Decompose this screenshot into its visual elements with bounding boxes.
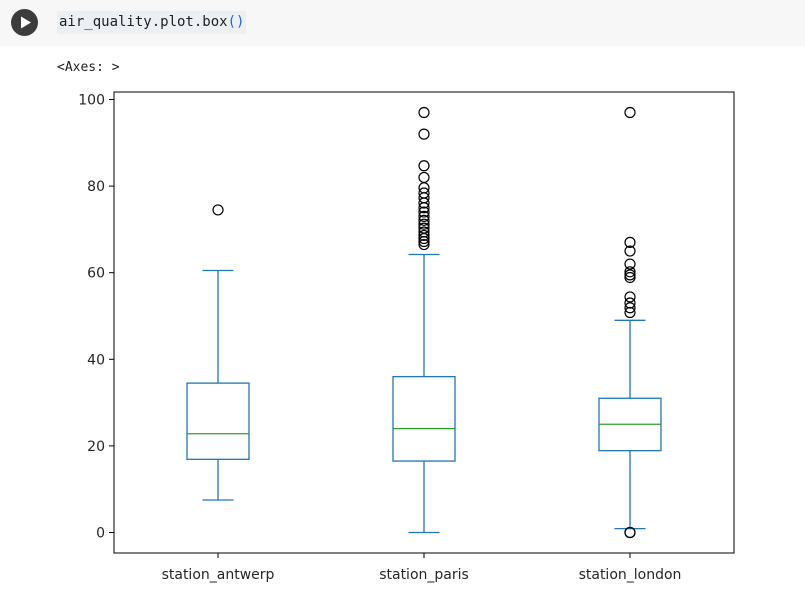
flier-point: [418, 226, 430, 238]
flier-point: [212, 204, 224, 216]
y-tick-label: 0: [96, 526, 105, 542]
flier-point: [624, 302, 636, 314]
play-icon: [21, 16, 31, 29]
output-repr: <Axes: >: [57, 60, 120, 75]
code-text: air_quality.plot.box: [59, 14, 228, 30]
flier-point: [624, 271, 636, 284]
box-group-station_paris: [392, 106, 456, 534]
run-cell-button[interactable]: [11, 9, 38, 36]
x-axis: station_antwerp station_paris station_lond…: [162, 553, 682, 583]
flier-point: [418, 106, 430, 119]
x-tick-label: station_paris: [379, 567, 469, 583]
iqr-box: [392, 375, 456, 462]
code-cell: air_quality.plot.box(): [0, 0, 805, 46]
flier-point: [418, 238, 430, 251]
x-tick-label: station_antwerp: [162, 567, 275, 583]
flier-point: [418, 171, 430, 184]
flier-point: [624, 297, 636, 309]
flier-point: [624, 269, 636, 281]
flier-point: [418, 206, 430, 218]
flier-point: [624, 526, 636, 539]
y-tick-label: 60: [87, 266, 105, 282]
box-group-station_london: [598, 106, 662, 539]
y-tick-label: 100: [78, 93, 105, 109]
flier-point: [624, 266, 636, 278]
flier-point: [624, 106, 636, 119]
flier-point: [624, 291, 636, 303]
flier-point: [624, 236, 636, 248]
flier-point: [418, 187, 430, 199]
flier-point: [418, 210, 430, 223]
y-tick-label: 80: [87, 179, 105, 195]
y-axis: 0 20 40 60 80 100: [78, 93, 114, 542]
box-group-station_antwerp: [186, 204, 250, 501]
y-tick-label: 40: [87, 352, 105, 368]
flier-point: [624, 245, 636, 257]
flier-point: [624, 258, 636, 270]
flier-point: [418, 218, 430, 230]
flier-point: [418, 229, 430, 242]
flier-point: [418, 128, 430, 140]
flier-point: [418, 160, 430, 172]
x-tick-label: station_london: [579, 567, 682, 583]
code-parens: (): [227, 14, 245, 30]
flier-point: [418, 214, 430, 226]
code-editor[interactable]: air_quality.plot.box(): [57, 11, 247, 34]
plot-area: [186, 106, 662, 539]
y-tick-label: 20: [87, 439, 105, 455]
flier-point: [418, 222, 430, 234]
iqr-box: [186, 382, 250, 460]
